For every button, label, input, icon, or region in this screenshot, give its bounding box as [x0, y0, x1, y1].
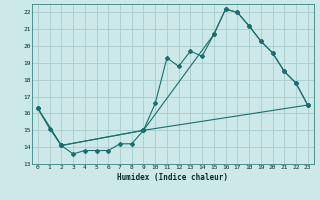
X-axis label: Humidex (Indice chaleur): Humidex (Indice chaleur) [117, 173, 228, 182]
